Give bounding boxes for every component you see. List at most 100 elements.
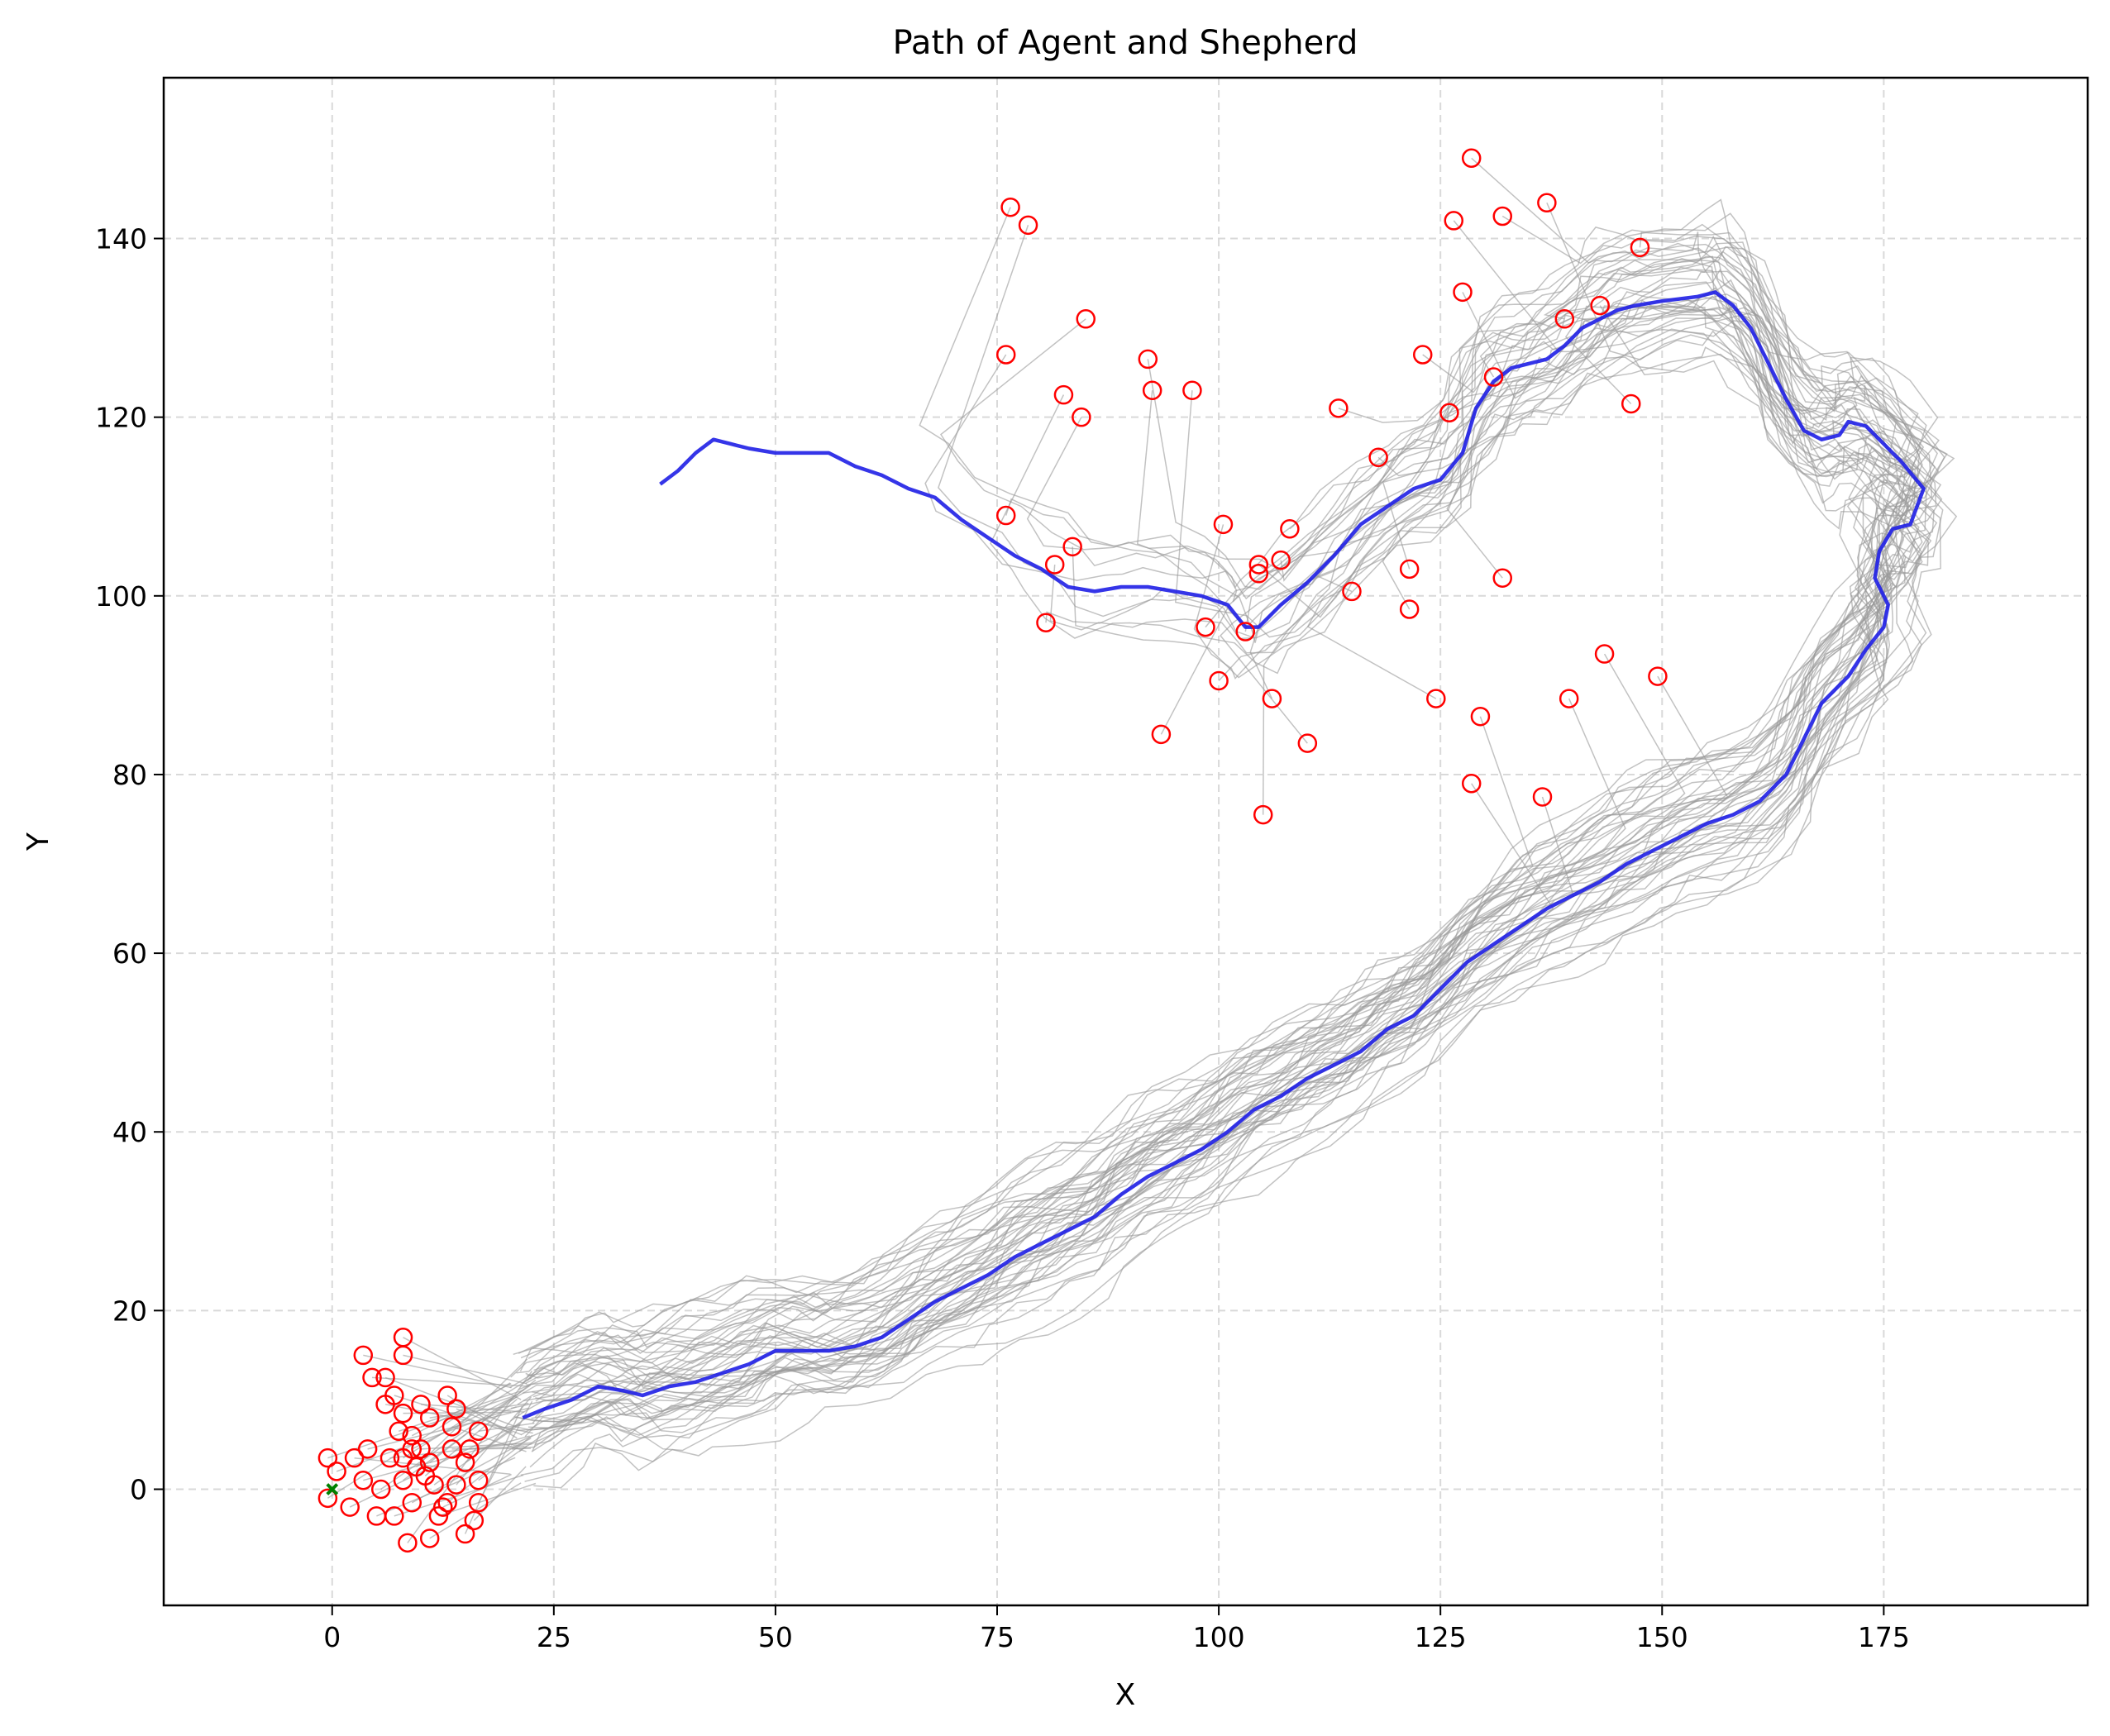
y-tick-label: 0 [130,1474,147,1506]
sheep-marker [1209,670,1229,691]
sheep-marker [370,1479,391,1500]
sheep-path-line [371,1376,529,1387]
sheep-marker [446,1475,466,1495]
plot-area [317,148,1958,1553]
sheep-marker [398,1533,418,1553]
sheep-marker [353,1470,374,1490]
sheep-marker [1248,564,1269,584]
sheep-marker [1470,706,1491,727]
sheep-path-line [534,220,1927,1446]
y-tick-label: 100 [95,580,147,613]
sheep-marker [1044,555,1065,575]
sheep-path-line [529,716,1534,1380]
sheep-marker [411,1439,431,1459]
sheep-marker [1453,282,1473,303]
y-tick-label: 20 [112,1295,147,1327]
sheep-marker [344,1447,365,1468]
sheep-marker [384,1506,404,1526]
sheep-marker [1621,393,1641,414]
y-tick-label: 140 [95,223,147,255]
sheep-marker [1280,519,1300,539]
sheep-path-line [531,356,1917,1452]
sheep-path-line [473,1466,527,1521]
sheep-marker [1253,804,1273,825]
sheep-marker [460,1439,480,1459]
sheep-marker [428,1506,449,1526]
sheep-marker [419,1529,440,1548]
sheep-paths [327,157,1958,1543]
sheep-marker [437,1385,457,1405]
sheep-marker [468,1492,489,1513]
sheep-marker [1297,733,1318,753]
sheep-path-line [519,241,1912,1372]
sheep-path-line [367,1407,529,1450]
sheep-marker [464,1510,485,1531]
sheep-marker [375,1367,395,1388]
x-tick-label: 50 [758,1621,793,1653]
sheep-marker [442,1417,462,1437]
sheep-path-line [446,1395,518,1439]
sheep-marker [1036,613,1056,632]
sheep-marker [419,1452,440,1472]
sheep-marker [1461,148,1482,169]
sheep-marker [1630,237,1650,258]
sheep-marker [1182,380,1202,400]
sheep-marker [327,1462,346,1481]
sheep-marker [1062,537,1082,557]
sheep-marker [1271,550,1291,570]
sheep-path-line [510,299,1943,1446]
y-tick-label: 80 [112,759,147,791]
sheep-path-line [518,305,1923,1452]
x-tick-label: 175 [1858,1621,1910,1653]
sheep-path-line [456,1408,522,1436]
sheep-marker [1444,211,1464,231]
sheep-marker [1399,599,1420,619]
sheep-marker [1426,689,1446,708]
sheep-marker [393,1470,413,1490]
sheep-path-line [528,783,1554,1429]
x-tick-label: 100 [1193,1621,1245,1653]
sheep-path-line [529,305,1923,1468]
sheep-marker [411,1395,431,1414]
sheep-marker [1590,295,1610,316]
sheep-marker [1461,774,1482,794]
sheep-marker [357,1439,378,1459]
sheep-path-line [532,259,1916,1396]
sheep-marker [1072,407,1091,427]
shepherd-path-line [522,290,1926,1420]
sheep-marker [1329,398,1349,418]
sheep-path-line [520,330,1931,1476]
sheep-path-line [525,246,1921,1379]
goal-marker [326,1483,339,1495]
sheep-marker [1537,193,1557,213]
sheep-marker [353,1345,374,1366]
sheep-marker [1399,559,1420,579]
sheep-marker [424,1475,444,1495]
sheep-marker [389,1421,408,1442]
sheep-marker [468,1470,489,1490]
sheep-marker [317,1488,338,1509]
y-tick-label: 40 [112,1116,147,1148]
sheep-path-line [526,269,1936,1386]
sheep-marker [1248,555,1269,575]
sheep-path-line [520,231,1945,1359]
sheep-marker [1018,215,1038,236]
y-axis-label: Y [21,832,55,851]
sheep-path-line [531,675,1729,1419]
sheep-marker [1235,622,1256,641]
sheep-marker [384,1385,404,1405]
sheep-marker [402,1492,422,1513]
sheep-marker [1492,206,1512,227]
sheep-marker [1368,447,1388,468]
sheep-path-line [354,1457,511,1476]
sheep-marker [317,1447,338,1468]
chart-title: Path of Agent and Shepherd [893,24,1358,62]
sheep-marker [433,1497,453,1517]
sheep-marker [1412,345,1433,365]
sheep-path-line [533,346,1929,1489]
y-tick-label: 120 [95,402,147,434]
x-tick-label: 150 [1636,1621,1688,1653]
sheep-marker [402,1439,422,1459]
